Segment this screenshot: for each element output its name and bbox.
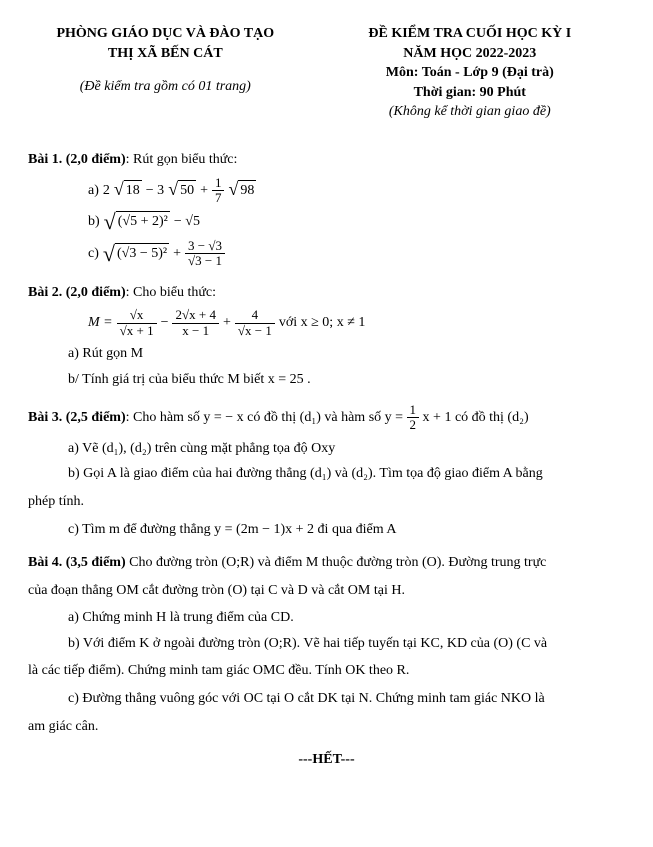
subject: Môn: Toán - Lớp 9 (Đại trà) — [315, 63, 625, 83]
frac: 3 − √3 √3 − 1 — [185, 239, 225, 269]
bai2-b: b/ Tính giá trị của biểu thức M biết x =… — [68, 370, 625, 390]
bai4-c: c) Đường thẳng vuông góc với OC tại O cắ… — [68, 689, 625, 709]
bai4-intro2: của đoạn thẳng OM cắt đường tròn (O) tại… — [28, 581, 625, 601]
bai3-b2: phép tính. — [28, 492, 625, 512]
label-b: b) — [88, 212, 100, 232]
header: PHÒNG GIÁO DỤC VÀ ĐÀO TẠO THỊ XÃ BẾN CÁT… — [28, 24, 625, 122]
sqrt-icon: √98 — [228, 180, 256, 201]
frac: 4 √x − 1 — [235, 308, 275, 338]
num: 1 — [407, 403, 420, 418]
num: 4 — [235, 308, 275, 323]
bai3-text1: : Cho hàm số y = − x có đồ thị (d₁) và h… — [126, 410, 407, 425]
bai1-b: b) √(√5 + 2)² − √5 — [88, 211, 625, 233]
bai3-text2: x + 1 có đồ thị (d₂) — [419, 410, 529, 425]
bai2-label: Bài 2. (2,0 điểm) — [28, 285, 126, 300]
a-e2: − 3 — [146, 181, 164, 201]
bai1-title: Bài 1. (2,0 điểm): Rút gọn biểu thức: — [28, 150, 625, 170]
bai4-intro: Cho đường tròn (O;R) và điểm M thuộc đườ… — [126, 555, 547, 570]
bai3-title: Bài 3. (2,5 điểm): Cho hàm số y = − x có… — [28, 403, 625, 433]
bai3-a: a) Vẽ (d₁), (d₂) trên cùng mặt phẳng tọa… — [68, 439, 625, 459]
bai1-text: : Rút gọn biểu thức: — [126, 152, 238, 167]
a-sqrt3: 98 — [238, 180, 256, 201]
a-e1: 2 — [103, 181, 110, 201]
a-e3: + — [200, 181, 208, 201]
bai1-a: a) 2 √18 − 3 √50 + 1 7 √98 — [88, 176, 625, 206]
bai1-label: Bài 1. (2,0 điểm) — [28, 152, 126, 167]
duration-note: (Không kể thời gian giao đề) — [315, 102, 625, 122]
c-inner: (√3 − 5)² — [115, 243, 169, 265]
b-inner: (√5 + 2)² — [116, 211, 170, 233]
den: √x − 1 — [235, 324, 275, 338]
den: 7 — [212, 191, 225, 205]
sqrt-icon: √18 — [114, 180, 142, 201]
bai2-text: : Cho biểu thức: — [126, 285, 216, 300]
a-sqrt2: 50 — [178, 180, 196, 201]
bai4-c2: am giác cân. — [28, 717, 625, 737]
duration: Thời gian: 90 Phút — [315, 83, 625, 103]
bai4-b: b) Với điểm K ở ngoài đường tròn (O;R). … — [68, 634, 625, 654]
bai3-b: b) Gọi A là giao điểm của hai đường thẳn… — [68, 464, 625, 484]
label-c: c) — [88, 244, 99, 264]
c-plus: + — [173, 244, 181, 264]
num: 3 − √3 — [185, 239, 225, 254]
bai4-label: Bài 4. (3,5 điểm) — [28, 555, 126, 570]
sqrt-icon: √(√3 − 5)² — [103, 243, 169, 265]
frac: √x √x + 1 — [117, 308, 157, 338]
sqrt-icon: √50 — [168, 180, 196, 201]
M-eq: M = — [88, 313, 113, 333]
bai4-b2: là các tiếp điểm). Chứng minh tam giác O… — [28, 661, 625, 681]
sqrt-icon: √(√5 + 2)² — [104, 211, 170, 233]
page-note: (Đề kiểm tra gồm có 01 trang) — [28, 77, 303, 97]
a-sqrt1: 18 — [124, 180, 142, 201]
b-tail: − √5 — [174, 212, 200, 232]
minus: − — [161, 313, 169, 333]
bai2-M: M = √x √x + 1 − 2√x + 4 x − 1 + 4 √x − 1… — [88, 308, 625, 338]
plus: + — [223, 313, 231, 333]
bai2-a: a) Rút gọn M — [68, 344, 625, 364]
bai4-title: Bài 4. (3,5 điểm) Cho đường tròn (O;R) v… — [28, 553, 625, 573]
bai4-a: a) Chứng minh H là trung điểm của CD. — [68, 608, 625, 628]
header-right: ĐỀ KIỂM TRA CUỐI HỌC KỲ I NĂM HỌC 2022-2… — [315, 24, 625, 122]
label-a: a) — [88, 181, 99, 201]
org-line1: PHÒNG GIÁO DỤC VÀ ĐÀO TẠO — [28, 24, 303, 44]
org-line2: THỊ XÃ BẾN CÁT — [28, 44, 303, 64]
den: x − 1 — [172, 324, 218, 338]
year: NĂM HỌC 2022-2023 — [315, 44, 625, 64]
frac: 1 2 — [407, 403, 420, 433]
num: √x — [117, 308, 157, 323]
header-left: PHÒNG GIÁO DỤC VÀ ĐÀO TẠO THỊ XÃ BẾN CÁT… — [28, 24, 303, 122]
frac: 2√x + 4 x − 1 — [172, 308, 218, 338]
frac: 1 7 — [212, 176, 225, 206]
bai1-c: c) √(√3 − 5)² + 3 − √3 √3 − 1 — [88, 239, 625, 269]
num: 1 — [212, 176, 225, 191]
end-marker: ---HẾT--- — [28, 750, 625, 770]
num: 2√x + 4 — [172, 308, 218, 323]
cond: với x ≥ 0; x ≠ 1 — [279, 313, 366, 333]
bai3-c: c) Tìm m để đường thẳng y = (2m − 1)x + … — [68, 520, 625, 540]
bai3-label: Bài 3. (2,5 điểm) — [28, 410, 126, 425]
den: √x + 1 — [117, 324, 157, 338]
bai2-title: Bài 2. (2,0 điểm): Cho biểu thức: — [28, 283, 625, 303]
den: 2 — [407, 418, 420, 432]
den: √3 − 1 — [185, 254, 225, 268]
exam-title: ĐỀ KIỂM TRA CUỐI HỌC KỲ I — [315, 24, 625, 44]
